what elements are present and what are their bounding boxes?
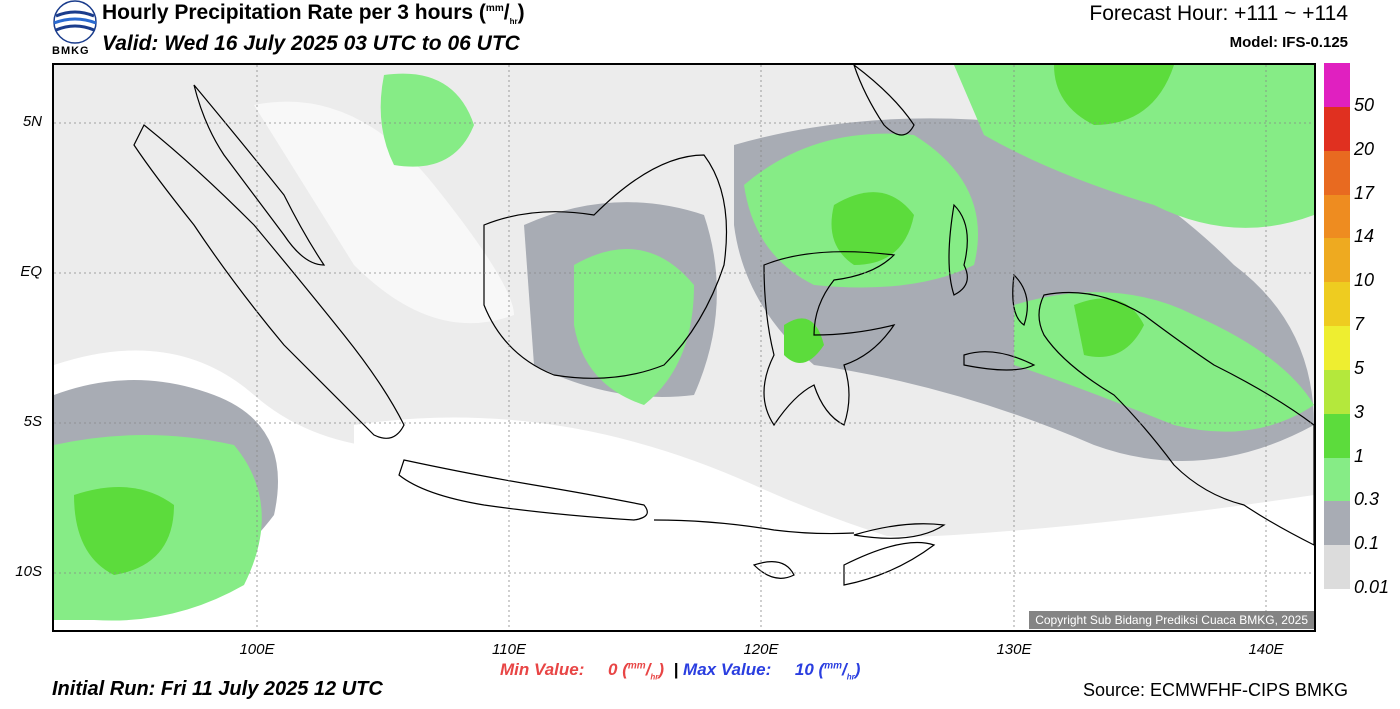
max-value: 10 xyxy=(794,660,814,679)
colorbar-box xyxy=(1324,150,1350,195)
colorbar-box xyxy=(1324,545,1350,590)
colorbar-box xyxy=(1324,501,1350,546)
colorbar-box xyxy=(1324,326,1350,371)
source-label: Source: ECMWFHF-CIPS BMKG xyxy=(1082,680,1348,700)
colorbar-label: 0.01 xyxy=(1354,577,1390,597)
colorbar-label: 3 xyxy=(1354,401,1365,422)
colorbar-box xyxy=(1324,106,1350,152)
colorbar-box xyxy=(1324,457,1350,502)
colorbar-label: 1 xyxy=(1354,445,1365,466)
map-canvas xyxy=(54,65,1314,630)
lat-label-5n: 5N xyxy=(22,113,42,130)
min-max-values: Min Value: 0 (mm/hr) | Max Value: 10 (mm… xyxy=(500,660,861,682)
lon-label-110e: 110E xyxy=(492,641,526,658)
lat-label-eq: EQ xyxy=(20,263,42,280)
lat-label-10s: 10S xyxy=(15,563,42,580)
colorbar xyxy=(1324,63,1350,590)
lon-label-130e: 130E xyxy=(996,641,1032,658)
colorbar-label: 14 xyxy=(1354,226,1375,247)
logo-text: BMKG xyxy=(52,45,90,57)
colorbar-box xyxy=(1324,63,1350,108)
lon-label-120e: 120E xyxy=(743,641,779,658)
colorbar-label: 10 xyxy=(1354,270,1375,291)
colorbar-label: 7 xyxy=(1354,314,1365,334)
colorbar-label: 17 xyxy=(1354,182,1375,203)
forecast-hour: Forecast Hour: +111 ~ +114 xyxy=(1089,2,1348,25)
min-label: Min Value: xyxy=(500,660,585,679)
max-label: Max Value: xyxy=(683,660,772,679)
model-label: Model: IFS-0.125 xyxy=(1229,34,1348,51)
colorbar-label: 50 xyxy=(1354,94,1375,115)
colorbar-box xyxy=(1324,282,1350,327)
separator: | xyxy=(673,660,679,679)
colorbar-label: 0.3 xyxy=(1354,489,1380,510)
colorbar-label: 0.1 xyxy=(1354,533,1380,554)
lat-label-5s: 5S xyxy=(23,413,42,430)
min-value: 0 xyxy=(608,660,618,679)
colorbar-box xyxy=(1324,194,1350,239)
bmkg-logo xyxy=(50,0,100,60)
colorbar-box xyxy=(1324,369,1350,415)
colorbar-box xyxy=(1324,238,1350,283)
copyright-notice: Copyright Sub Bidang Prediksi Cuaca BMKG… xyxy=(1029,611,1314,629)
lon-label-100e: 100E xyxy=(239,641,275,658)
colorbar-label: 20 xyxy=(1354,138,1375,159)
precipitation-map xyxy=(52,63,1316,632)
valid-time: Valid: Wed 16 July 2025 03 UTC to 06 UTC xyxy=(102,32,520,55)
lon-label-140e: 140E xyxy=(1248,641,1284,658)
colorbar-box xyxy=(1324,413,1350,458)
colorbar-label: 5 xyxy=(1354,357,1365,378)
initial-run: Initial Run: Fri 11 July 2025 12 UTC xyxy=(52,678,383,700)
chart-title: Hourly Precipitation Rate per 3 hours (m… xyxy=(102,1,525,27)
